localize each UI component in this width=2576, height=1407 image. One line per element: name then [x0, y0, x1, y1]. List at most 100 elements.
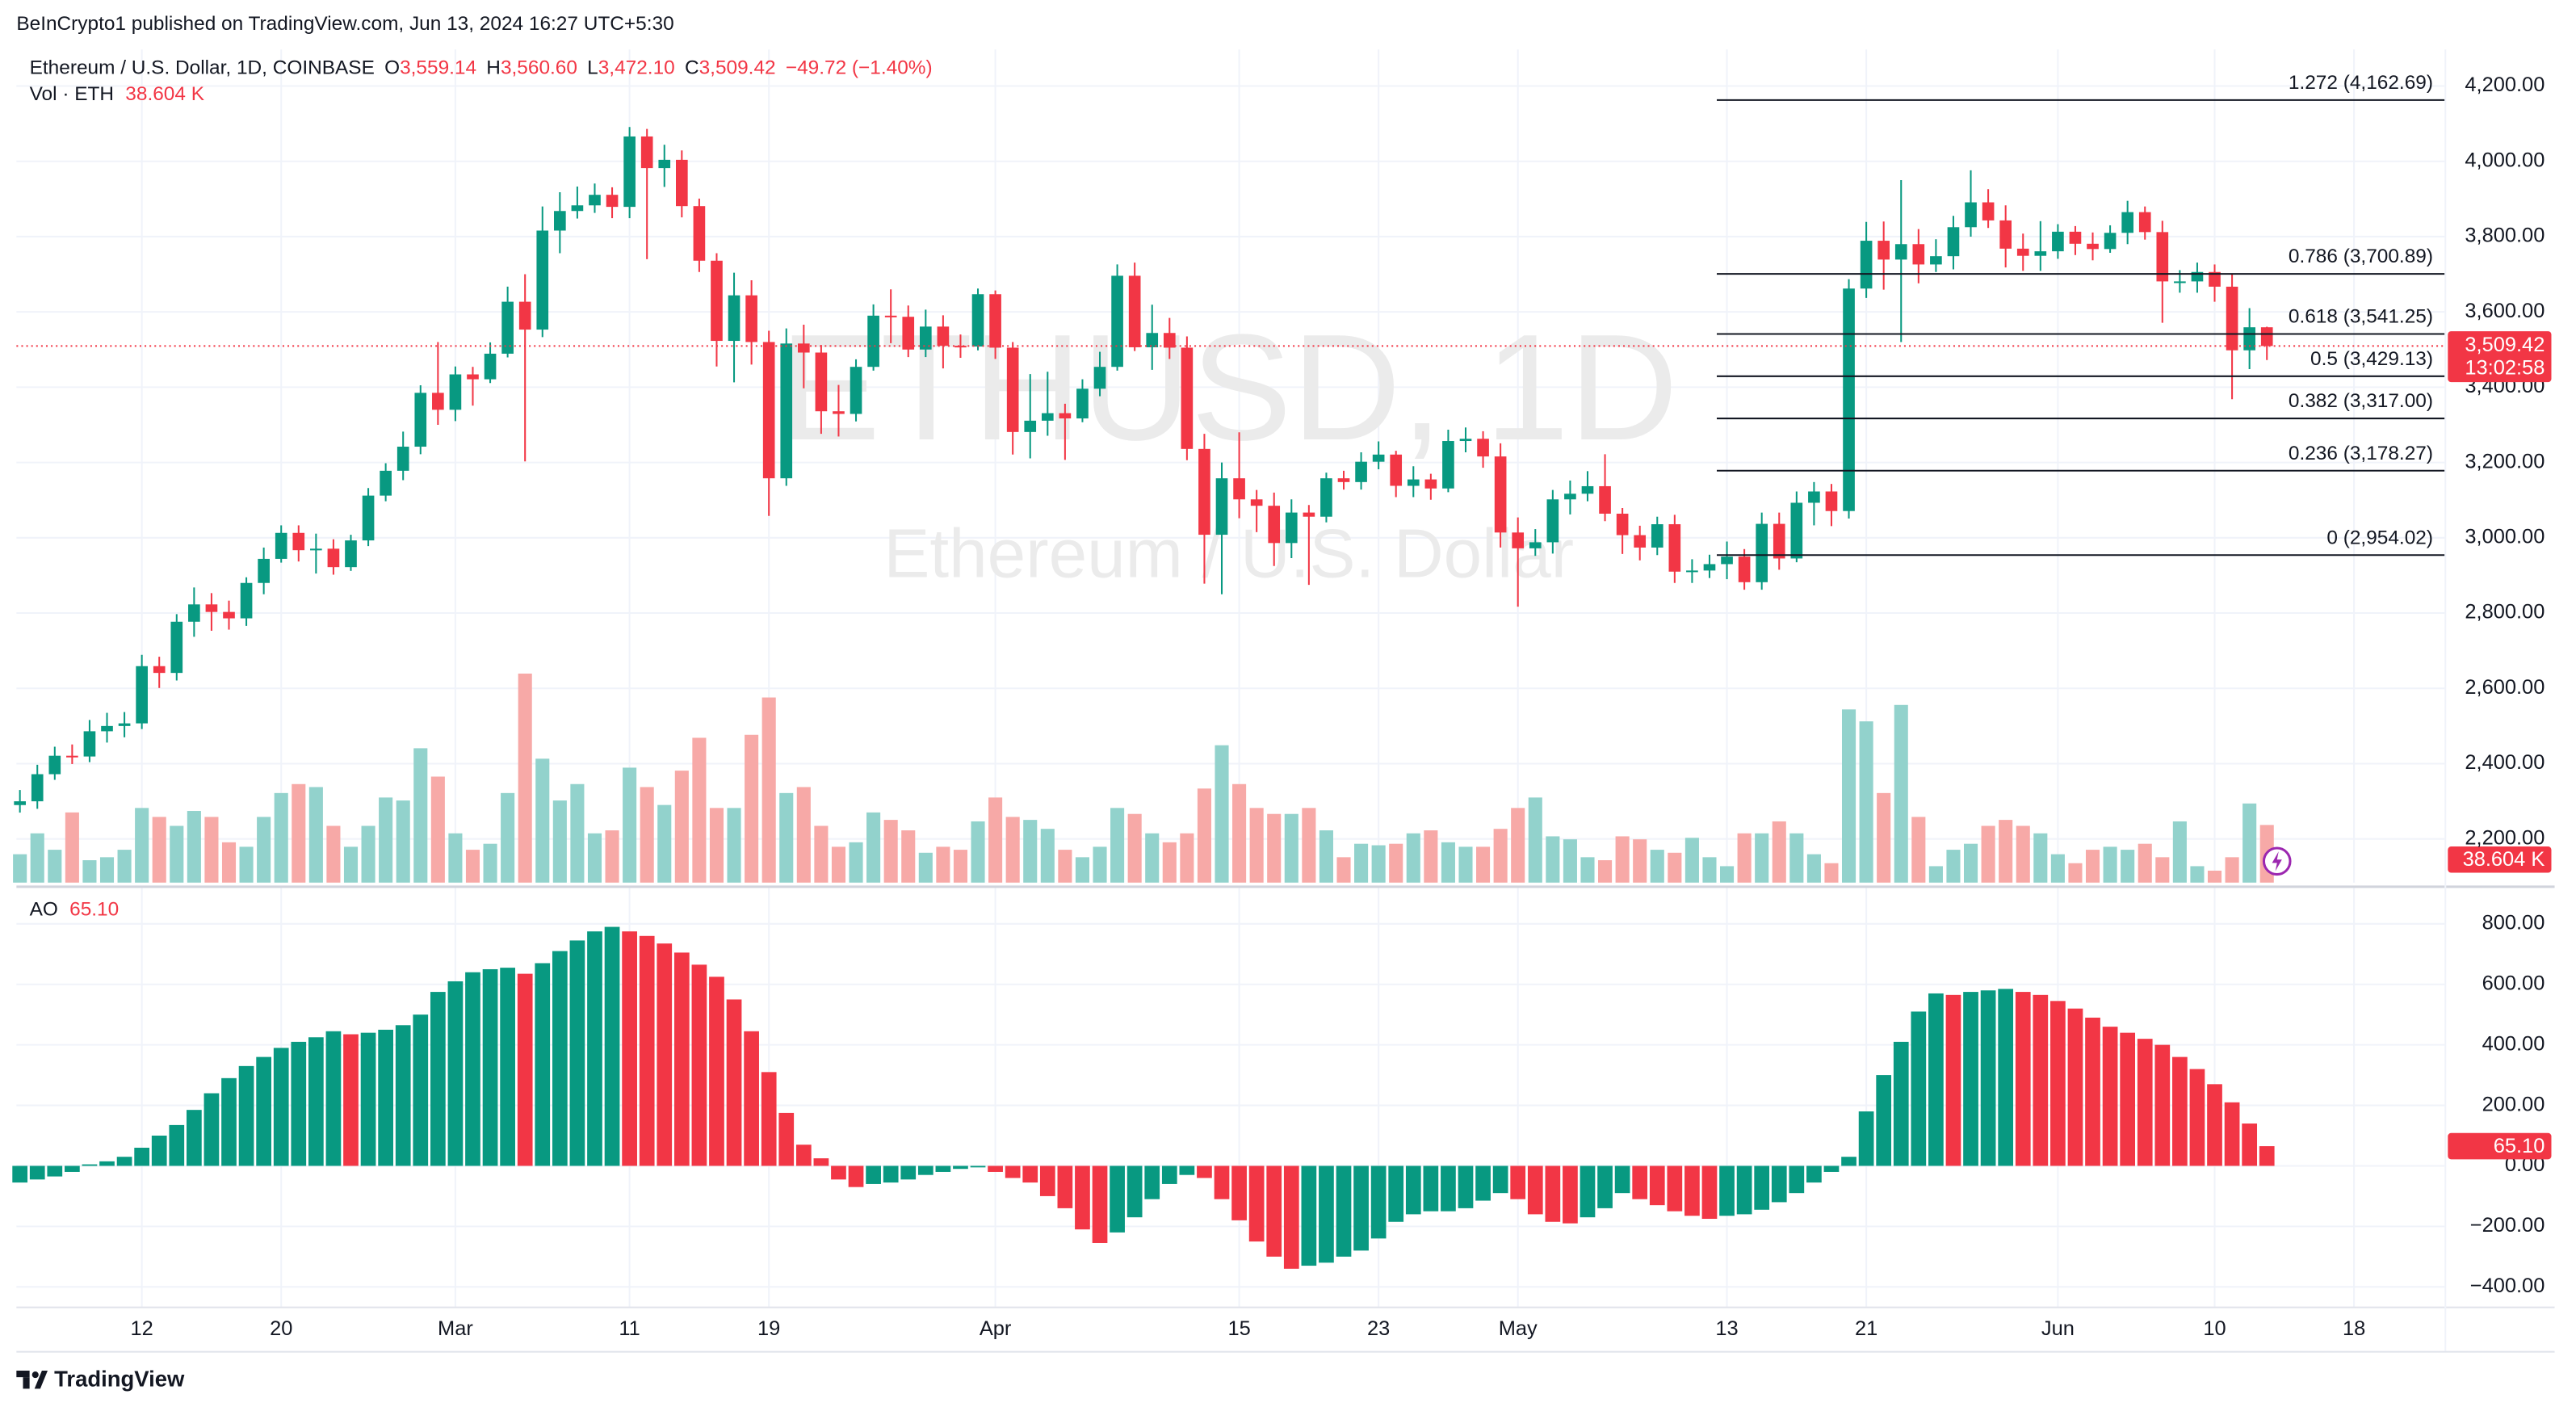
ao-bar [169, 1124, 185, 1166]
candle-body [1355, 461, 1367, 482]
ao-bar [831, 1166, 846, 1180]
candle-body [345, 540, 357, 568]
candle-body [292, 532, 305, 551]
ao-bar [1388, 1166, 1404, 1222]
volume-bar [1424, 830, 1438, 883]
ao-bar [761, 1072, 777, 1166]
volume-bar [1894, 704, 1908, 883]
legend-key: O [384, 57, 400, 79]
volume-bar [1302, 808, 1316, 883]
candle-body [1181, 347, 1194, 449]
volume-bar [274, 792, 288, 883]
volume-bar [1232, 783, 1247, 883]
candle-body [188, 604, 200, 622]
ao-bar [430, 992, 446, 1166]
volume-bar [30, 833, 44, 883]
candle-body [501, 301, 514, 354]
symbol-legend: Ethereum / U.S. Dollar, 1D, COINBASE O3,5… [30, 57, 933, 79]
ao-bar [360, 1032, 376, 1166]
candle-body [1999, 220, 2012, 249]
volume-bar [2068, 863, 2083, 883]
candle-body [1773, 523, 1785, 559]
volume-bar [2121, 850, 2135, 883]
ao-bar [935, 1166, 951, 1172]
candle-body [1215, 478, 1228, 536]
y-tick-label: 3,000.00 [2465, 526, 2545, 548]
volume-bar [465, 850, 480, 883]
fib-level-label: 1.272 (4,162.69) [2289, 72, 2433, 94]
volume-bar [623, 767, 637, 883]
candle-body [762, 342, 775, 479]
ao-bar [151, 1136, 167, 1166]
volume-bar [2190, 866, 2205, 883]
ao-bar [1893, 1041, 1909, 1166]
candle-body [1459, 439, 1472, 442]
ao-bar [970, 1166, 986, 1168]
candle-body [571, 205, 584, 212]
volume-bar [1859, 721, 1873, 883]
ao-bar [1161, 1166, 1177, 1184]
volume-bar [2172, 821, 2187, 883]
candle-body [989, 294, 1001, 348]
ao-bar [673, 952, 690, 1166]
candle-body [1024, 420, 1037, 432]
candle-body [118, 723, 131, 726]
volume-bar [1546, 836, 1560, 883]
ao-bar [1510, 1166, 1526, 1199]
legend-change: −49.72 (−1.40%) [786, 57, 933, 79]
candle-body [467, 374, 479, 380]
candle-body [1860, 241, 1873, 289]
candle-body [2034, 251, 2047, 256]
candle-body [640, 136, 653, 169]
ao-bar [622, 931, 637, 1166]
logo-part [34, 1370, 48, 1389]
ao-bar [378, 1029, 393, 1166]
volume-bar [1110, 808, 1125, 883]
candle-body [1546, 499, 1559, 543]
candle-body [1843, 288, 1855, 511]
candle-body [2121, 212, 2133, 233]
fib-level-label: 0.382 (3,317.00) [2289, 390, 2433, 412]
candle-body [937, 326, 950, 346]
volume-bar [640, 787, 654, 883]
ao-bar [1998, 989, 2014, 1166]
candle-body [2191, 271, 2204, 282]
legend-value: 3,472.10 [598, 57, 675, 79]
volume-bar [2138, 843, 2152, 883]
candle-body [1128, 275, 1141, 347]
candle-body [1512, 532, 1525, 548]
volume-bar [1946, 850, 1961, 883]
candle-body [48, 755, 61, 775]
volume-bar [1093, 846, 1107, 883]
publisher-line: BeInCrypto1 published on TradingView.com… [16, 13, 673, 35]
ao-bar [1405, 1166, 1421, 1215]
volume-bar [48, 850, 62, 883]
y-tick-label: 3,200.00 [2465, 450, 2545, 472]
ao-last-label: 65.10 [2494, 1135, 2545, 1157]
ao-bar [343, 1034, 359, 1166]
ao-bar [395, 1025, 411, 1166]
ao-bar [866, 1166, 881, 1184]
volume-bar [2103, 846, 2117, 883]
x-tick-label: 23 [1367, 1317, 1390, 1340]
legend-key: L [587, 57, 598, 79]
ao-bar [1057, 1166, 1073, 1208]
volume-bar [396, 800, 410, 883]
ao-bar [256, 1056, 272, 1166]
x-tick-label: 19 [757, 1317, 780, 1340]
volume-last-label: 38.604 K [2463, 848, 2545, 871]
volume-bar [1650, 850, 1664, 883]
ao-bar [500, 968, 515, 1166]
ao-bar [691, 964, 707, 1166]
ao-bar [1214, 1166, 1230, 1199]
candle-body [1477, 439, 1489, 457]
legend-key: C [685, 57, 699, 79]
candle-body [589, 195, 601, 206]
volume-bar [1180, 833, 1194, 883]
candle-body [518, 301, 531, 330]
candle-body [1407, 479, 1420, 486]
candle-body [780, 343, 793, 479]
candle-body [275, 532, 287, 559]
candle-body [14, 801, 26, 805]
ao-bar [1684, 1166, 1700, 1216]
